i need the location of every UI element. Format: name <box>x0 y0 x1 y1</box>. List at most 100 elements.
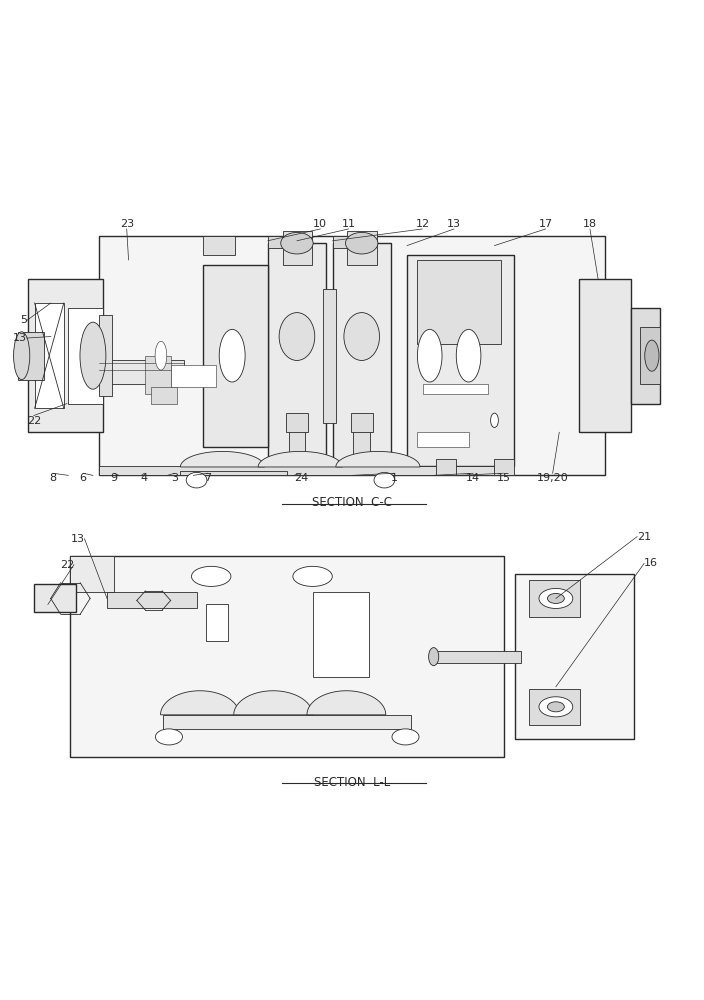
Text: 15: 15 <box>496 473 510 483</box>
Bar <box>28 279 103 432</box>
Text: 13: 13 <box>70 534 84 544</box>
Bar <box>423 384 488 394</box>
Ellipse shape <box>374 472 395 488</box>
Bar <box>351 413 372 432</box>
Text: 22: 22 <box>60 560 74 570</box>
Bar <box>283 231 312 265</box>
Ellipse shape <box>491 413 498 427</box>
Ellipse shape <box>344 313 379 360</box>
Bar <box>34 584 76 612</box>
Polygon shape <box>161 691 239 715</box>
Text: 11: 11 <box>341 219 356 229</box>
Text: 5: 5 <box>20 315 27 325</box>
Bar <box>417 432 469 447</box>
Ellipse shape <box>281 232 313 254</box>
Ellipse shape <box>80 322 106 389</box>
Polygon shape <box>180 451 265 467</box>
Bar <box>494 459 514 475</box>
Bar <box>99 315 113 396</box>
Bar <box>529 580 580 617</box>
Text: SECTION  L-L: SECTION L-L <box>314 776 390 789</box>
Bar <box>332 236 365 248</box>
Bar <box>313 592 369 677</box>
Text: 8: 8 <box>49 473 56 483</box>
Bar <box>70 556 114 592</box>
Text: 22: 22 <box>27 416 41 426</box>
Bar <box>579 279 631 432</box>
Ellipse shape <box>392 729 419 745</box>
Text: 1: 1 <box>391 473 398 483</box>
Bar <box>353 427 370 456</box>
Text: 13: 13 <box>13 333 27 343</box>
Bar <box>268 243 326 468</box>
Bar <box>332 243 391 468</box>
Polygon shape <box>336 451 420 467</box>
Ellipse shape <box>346 232 378 254</box>
Ellipse shape <box>539 697 573 717</box>
Ellipse shape <box>548 702 565 712</box>
Bar <box>170 365 216 387</box>
Bar <box>323 289 336 423</box>
Bar <box>417 260 501 344</box>
Text: 16: 16 <box>644 558 658 568</box>
Ellipse shape <box>548 593 565 603</box>
Ellipse shape <box>219 329 245 382</box>
Ellipse shape <box>156 729 182 745</box>
Bar <box>145 356 170 394</box>
Bar <box>70 556 504 757</box>
Bar <box>18 332 44 380</box>
Bar <box>286 413 308 432</box>
Text: 12: 12 <box>415 219 429 229</box>
Ellipse shape <box>645 340 659 371</box>
Text: 7: 7 <box>204 473 211 483</box>
Bar <box>68 308 103 404</box>
Text: 14: 14 <box>466 473 480 483</box>
Text: 23: 23 <box>120 219 134 229</box>
Text: 21: 21 <box>637 532 651 542</box>
Bar <box>203 265 268 447</box>
Bar <box>348 231 377 265</box>
Bar <box>640 327 660 384</box>
Polygon shape <box>234 691 313 715</box>
Polygon shape <box>258 451 342 467</box>
Ellipse shape <box>191 566 231 586</box>
Ellipse shape <box>293 566 332 586</box>
Bar <box>163 715 411 729</box>
Bar <box>99 466 508 475</box>
Bar <box>180 471 287 475</box>
Text: 4: 4 <box>141 473 148 483</box>
Text: 3: 3 <box>171 473 178 483</box>
Text: 24: 24 <box>294 473 308 483</box>
Text: 18: 18 <box>583 219 597 229</box>
Bar <box>289 427 306 456</box>
Bar <box>436 459 455 475</box>
Text: 10: 10 <box>313 219 327 229</box>
Bar <box>34 303 64 408</box>
Bar <box>431 651 521 663</box>
Bar <box>631 308 660 404</box>
Bar <box>107 592 197 608</box>
Bar <box>151 387 177 404</box>
Bar <box>529 689 580 725</box>
Bar <box>268 236 301 248</box>
Ellipse shape <box>539 588 573 608</box>
Ellipse shape <box>186 472 207 488</box>
Ellipse shape <box>279 313 315 360</box>
Ellipse shape <box>13 332 30 380</box>
Text: 13: 13 <box>447 219 461 229</box>
Ellipse shape <box>456 329 481 382</box>
Text: 17: 17 <box>539 219 553 229</box>
Text: 19,20: 19,20 <box>536 473 569 483</box>
Bar <box>515 574 634 739</box>
Bar <box>99 360 184 384</box>
Bar <box>203 236 235 255</box>
Text: 9: 9 <box>111 473 118 483</box>
Text: SECTION  C-C: SECTION C-C <box>312 496 392 509</box>
Ellipse shape <box>429 648 439 666</box>
Text: 6: 6 <box>80 473 87 483</box>
Bar <box>407 255 514 466</box>
Bar <box>206 604 228 641</box>
Ellipse shape <box>155 341 167 370</box>
Bar <box>99 236 605 475</box>
Ellipse shape <box>417 329 442 382</box>
